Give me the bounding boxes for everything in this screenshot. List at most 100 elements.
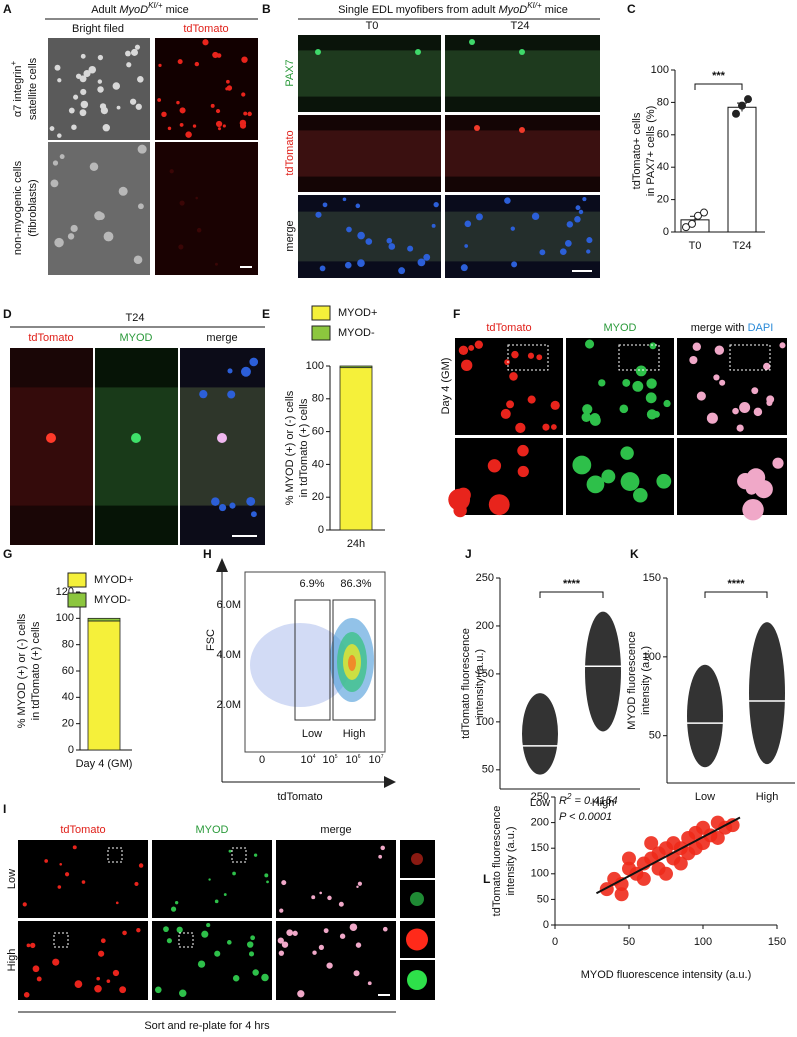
cell [135, 103, 142, 110]
cell [763, 362, 771, 371]
y-tick-label: 0 [318, 524, 324, 536]
cell [199, 390, 208, 399]
column-label: tdTomato [183, 23, 228, 35]
scale-bar [572, 270, 592, 272]
cell [89, 162, 99, 172]
cell [134, 881, 139, 887]
x-tick-label: 50 [623, 936, 635, 948]
data-point [738, 101, 746, 110]
panel-title: T24 [126, 312, 145, 324]
cell [772, 457, 784, 469]
data-point [710, 830, 725, 845]
cell [247, 111, 252, 117]
tick-base: 10 [322, 754, 334, 766]
bar-segment [339, 365, 373, 369]
gate-percent: 6.9% [299, 578, 324, 590]
cell [97, 79, 103, 84]
cell [222, 124, 226, 128]
cell [44, 859, 48, 863]
cell [228, 849, 232, 853]
cell [365, 238, 373, 245]
annotation-part: R [559, 795, 567, 807]
cell [635, 365, 647, 377]
row-label: satellite cells [27, 57, 39, 120]
cell [129, 98, 137, 105]
y-tick-label: 100 [531, 868, 549, 880]
cell [398, 267, 406, 275]
cell [474, 340, 484, 349]
cell [102, 124, 110, 132]
cell [226, 940, 232, 945]
legend-label: MYOD+ [94, 574, 133, 586]
cell [474, 125, 480, 131]
cell [217, 433, 227, 443]
legend-label: MYOD- [338, 327, 375, 339]
cell [80, 53, 86, 59]
cell [126, 62, 132, 68]
title-part: mice [163, 4, 189, 16]
y-tick-label: 100 [643, 651, 661, 663]
cell [542, 423, 550, 431]
y-tick-label: 40 [62, 691, 74, 703]
myofiber [95, 387, 178, 506]
cell [52, 958, 60, 966]
x-tick-label: 100 [694, 936, 712, 948]
cell [174, 900, 179, 905]
cell [692, 342, 701, 351]
cell [137, 144, 147, 154]
cell [539, 249, 546, 256]
cell [253, 853, 258, 857]
gate-name: Low [302, 728, 322, 740]
panel-label: A [3, 2, 12, 16]
column-label: tdTomato [486, 322, 531, 334]
axis-label: tdTomato+ cells [631, 112, 643, 189]
axis-label: MYOD fluorescence intensity (a.u.) [581, 969, 752, 981]
cell [458, 345, 469, 356]
cell [586, 237, 593, 244]
cell [464, 244, 469, 248]
cell [326, 962, 333, 969]
cell [226, 79, 230, 84]
scale-bar [378, 994, 390, 996]
panel-label: I [3, 802, 6, 816]
inset-box [507, 344, 549, 371]
cell [261, 973, 269, 982]
cell [215, 120, 223, 128]
axis-label: intensity (a.u.) [640, 646, 652, 715]
cell [208, 878, 211, 881]
scale-bar [240, 266, 252, 268]
cell [415, 49, 421, 55]
cell [57, 133, 62, 138]
y-tick-label: 0 [663, 226, 669, 238]
cell [550, 400, 560, 410]
cell [356, 885, 359, 889]
cell [54, 64, 61, 71]
cell [536, 354, 543, 361]
cell [277, 937, 284, 944]
cell [118, 186, 128, 196]
micrograph [566, 438, 674, 515]
title-part: Adult [91, 4, 119, 16]
cell [342, 197, 347, 202]
dot-cloud [522, 693, 558, 775]
cell [564, 239, 572, 247]
axis-label: tdTomato fluorescence [491, 806, 503, 917]
annotation-part: = 0.4154 [571, 795, 617, 807]
y-tick-label: 100 [476, 716, 494, 728]
column-text: merge with [691, 322, 748, 334]
tick-exp: 7 [381, 754, 384, 760]
gate [332, 599, 376, 721]
cell [582, 197, 587, 202]
x-tick-label: 106 [345, 754, 360, 766]
cell [581, 412, 592, 423]
axis-label: FSC [205, 629, 217, 651]
cell [122, 930, 127, 936]
cell [433, 201, 439, 208]
cell [179, 107, 186, 114]
cell [178, 244, 184, 250]
y-tick-label: 80 [657, 96, 669, 108]
cell [115, 901, 119, 905]
axis-label: MYOD fluorescence [626, 631, 638, 729]
y-tick-label: 50 [649, 730, 661, 742]
row-label: Low [6, 869, 18, 889]
